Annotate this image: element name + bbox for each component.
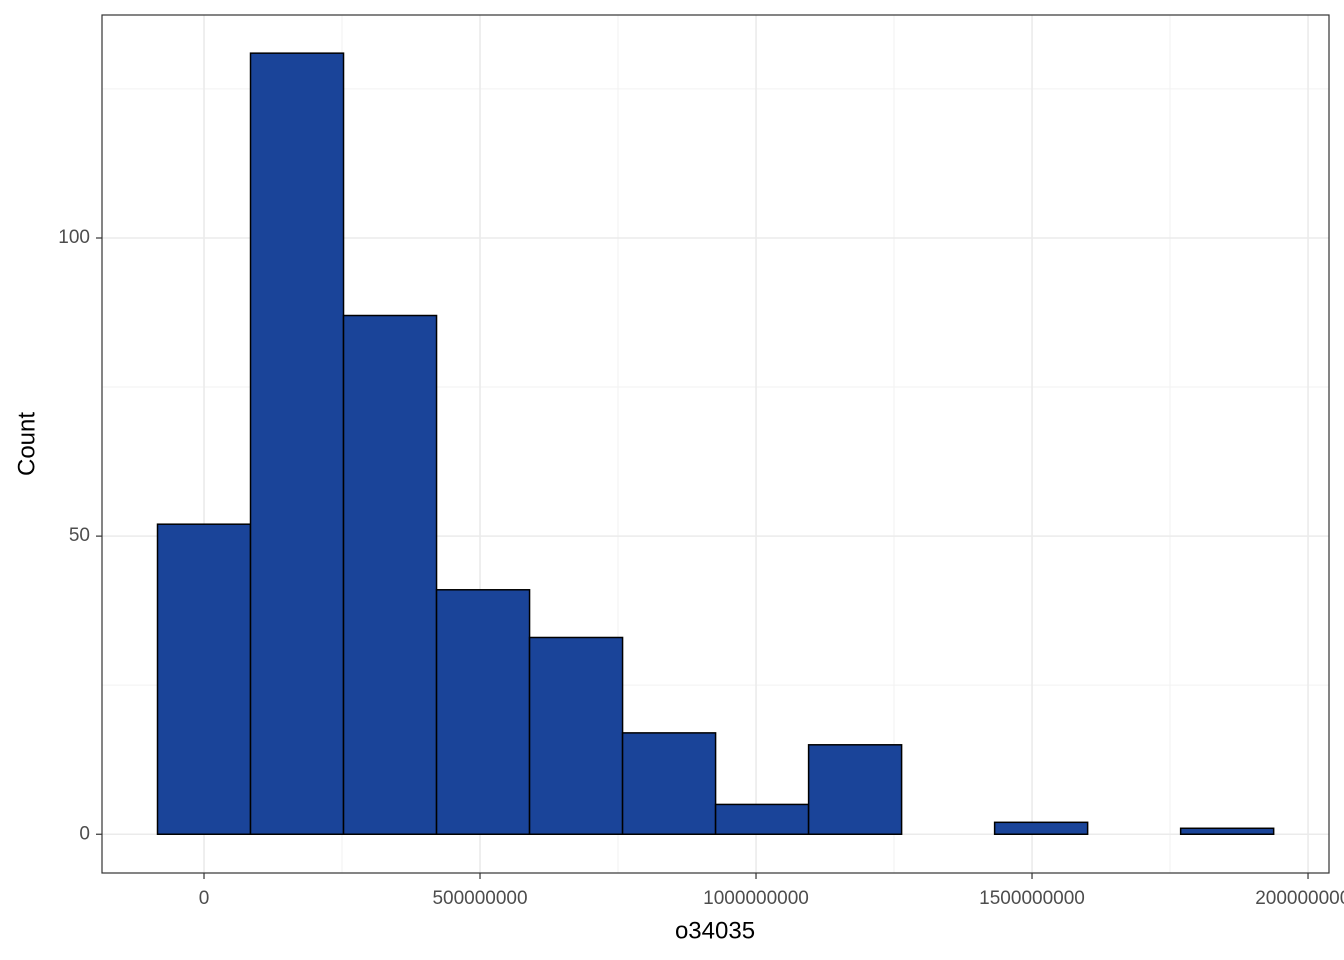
bar	[342, 314, 438, 835]
x-tick-label: 2000000000	[1255, 888, 1344, 909]
bar	[621, 732, 717, 835]
bar	[528, 636, 624, 835]
bar	[435, 589, 531, 835]
panel-border	[101, 14, 1330, 874]
bar	[993, 821, 1089, 835]
x-tick-label: 1500000000	[979, 888, 1085, 909]
y-axis-title: Count	[13, 412, 40, 476]
bar	[1179, 827, 1275, 835]
bar	[807, 744, 903, 835]
bar	[156, 523, 252, 835]
y-tick-label: 100	[58, 227, 90, 248]
x-tick-label: 500000000	[432, 888, 527, 909]
y-tick-label: 50	[69, 525, 90, 546]
x-axis-title: o34035	[675, 917, 755, 944]
x-tick-label: 0	[199, 888, 210, 909]
x-tick-label: 1000000000	[703, 888, 809, 909]
bar	[714, 803, 810, 835]
bars	[156, 52, 1275, 835]
y-tick-label: 0	[79, 823, 90, 844]
bar	[249, 52, 345, 835]
